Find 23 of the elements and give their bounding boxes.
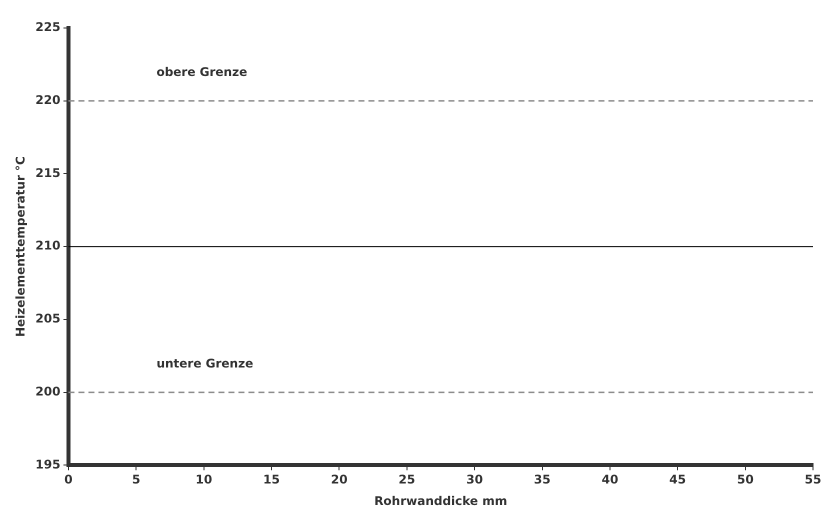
ref-line-label: untere Grenze — [156, 356, 254, 370]
x-tick-label: 45 — [669, 472, 686, 487]
y-tick-label: 195 — [35, 457, 60, 472]
y-axis-title: Heizelementtemperatur °C — [13, 156, 28, 338]
x-tick-label: 30 — [466, 472, 483, 487]
x-tick-label: 40 — [602, 472, 618, 487]
x-tick-label: 25 — [398, 472, 416, 487]
x-axis-title: Rohrwanddicke mm — [374, 494, 508, 508]
x-tick-label: 5 — [132, 472, 140, 487]
x-tick-label: 0 — [64, 472, 73, 487]
y-tick-label: 210 — [35, 238, 60, 253]
y-tick-label: 225 — [35, 20, 60, 34]
x-tick-label: 55 — [804, 472, 822, 487]
y-tick-label: 205 — [35, 312, 60, 326]
x-tick-label: 10 — [195, 472, 212, 487]
ref-line-label: obere Grenze — [156, 64, 248, 79]
y-tick-label: 200 — [35, 384, 60, 398]
x-tick-label: 15 — [263, 472, 280, 487]
x-tick-label: 50 — [736, 472, 754, 487]
y-tick-label: 215 — [35, 166, 60, 180]
x-tick-label: 20 — [330, 472, 348, 487]
x-tick-label: 35 — [534, 472, 551, 487]
y-tick-label: 220 — [35, 92, 60, 107]
